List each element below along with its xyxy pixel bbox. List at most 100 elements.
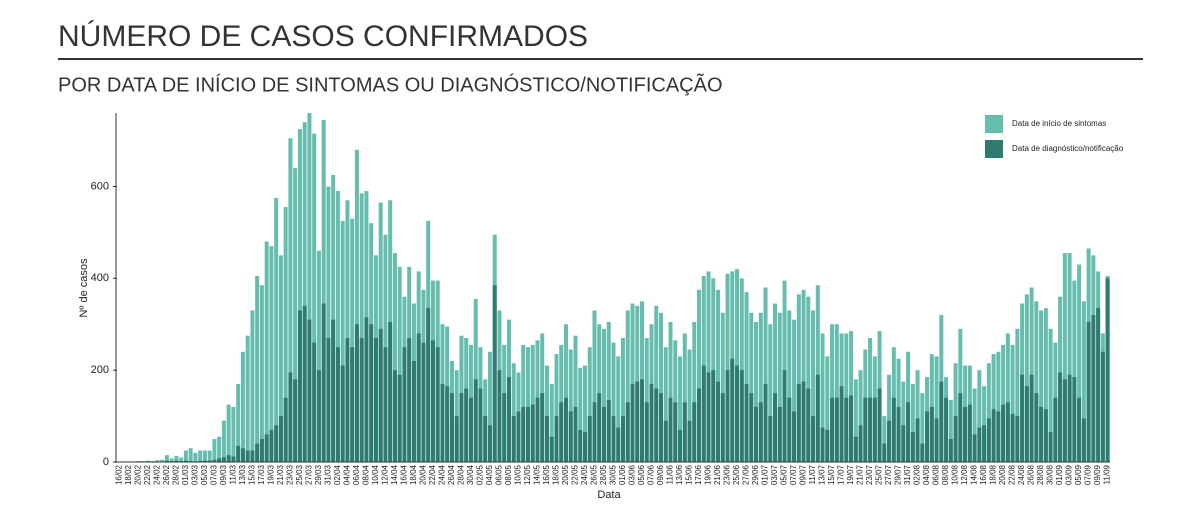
bar <box>659 393 664 462</box>
bar <box>602 406 606 462</box>
bar <box>183 460 188 462</box>
bar <box>468 397 473 462</box>
bar <box>697 289 702 462</box>
bar <box>487 351 492 462</box>
x-tick-label: 19/03 <box>267 464 276 485</box>
x-tick-label: 02/04 <box>333 464 342 485</box>
bar <box>773 303 778 462</box>
bar <box>1034 393 1039 462</box>
bar <box>445 386 450 462</box>
bar <box>1015 416 1020 462</box>
bar <box>1010 344 1015 462</box>
bar <box>198 450 203 462</box>
bar <box>939 381 944 462</box>
bar <box>568 349 573 462</box>
bar <box>972 434 977 462</box>
x-tick-label: 06/04 <box>352 464 361 485</box>
bar <box>967 404 972 462</box>
bar <box>1081 418 1086 462</box>
bar <box>1005 402 1010 462</box>
x-tick-label: 29/03 <box>314 464 323 485</box>
bar <box>621 338 625 462</box>
bar <box>473 379 478 462</box>
bar <box>411 360 416 462</box>
x-tick-label: 17/06 <box>694 464 703 485</box>
bar <box>630 383 635 462</box>
bar <box>231 456 236 462</box>
x-tick-label: 05/07 <box>780 464 789 485</box>
bar <box>359 193 364 462</box>
bar <box>948 439 953 462</box>
x-tick-label: 13/06 <box>675 464 684 485</box>
bar <box>160 459 165 462</box>
bar <box>364 317 369 462</box>
bar <box>806 296 811 462</box>
bar <box>963 406 968 462</box>
bar <box>621 416 625 462</box>
bar <box>250 310 255 462</box>
bar <box>212 459 217 462</box>
x-tick-label: 15/07 <box>827 464 836 485</box>
bar <box>578 367 583 462</box>
bar <box>540 393 545 462</box>
x-tick-label: 12/04 <box>381 464 390 485</box>
x-tick-label: 18/05 <box>552 464 561 485</box>
bar <box>839 386 844 462</box>
x-tick-label: 21/03 <box>276 464 285 485</box>
y-tick-label: 600 <box>91 180 109 192</box>
bar <box>706 271 711 462</box>
bar <box>687 420 692 462</box>
bar <box>678 356 683 462</box>
x-tick-label: 25/06 <box>732 464 741 485</box>
legend-swatch <box>985 115 1003 133</box>
x-tick-label: 05/06 <box>637 464 646 485</box>
bar <box>754 321 759 462</box>
bar <box>654 305 659 462</box>
legend-label: Data de diagnóstico/notificação <box>1012 144 1124 153</box>
bar <box>164 455 169 462</box>
bar <box>559 402 564 462</box>
bar <box>274 425 279 462</box>
bar <box>188 448 193 462</box>
x-tick-label: 24/05 <box>580 464 589 485</box>
bar <box>787 310 792 462</box>
bar <box>321 119 326 463</box>
bar <box>668 321 673 462</box>
bar <box>240 351 245 462</box>
x-tick-label: 24/02 <box>152 464 161 485</box>
x-tick-label: 26/05 <box>590 464 599 485</box>
bar <box>982 386 987 462</box>
bar <box>1105 278 1110 462</box>
bar <box>478 388 483 462</box>
bar <box>692 402 697 462</box>
bar <box>1001 404 1006 462</box>
bar <box>373 338 378 462</box>
x-tick-label: 01/03 <box>181 464 190 485</box>
bar <box>511 416 516 462</box>
bar <box>354 324 359 462</box>
bar <box>1062 379 1067 462</box>
bar <box>449 393 454 462</box>
bar <box>830 397 835 462</box>
x-tick-label: 08/08 <box>941 464 950 485</box>
bar <box>853 379 858 462</box>
bar <box>716 289 721 462</box>
bar <box>986 363 991 462</box>
x-tick-label: 04/05 <box>485 464 494 485</box>
bar <box>568 411 573 462</box>
x-tick-label: 01/06 <box>618 464 627 485</box>
x-tick-label: 10/04 <box>371 464 380 485</box>
bar <box>525 347 530 462</box>
x-tick-label: 23/06 <box>723 464 732 485</box>
bar <box>1010 413 1015 462</box>
bar <box>830 324 835 462</box>
bar <box>255 276 260 462</box>
bar <box>744 292 749 462</box>
bar <box>777 406 782 462</box>
bar <box>259 285 264 462</box>
bar <box>692 321 697 462</box>
bar <box>606 321 611 462</box>
bar <box>202 460 207 462</box>
bar <box>582 365 587 462</box>
bar <box>544 365 549 462</box>
